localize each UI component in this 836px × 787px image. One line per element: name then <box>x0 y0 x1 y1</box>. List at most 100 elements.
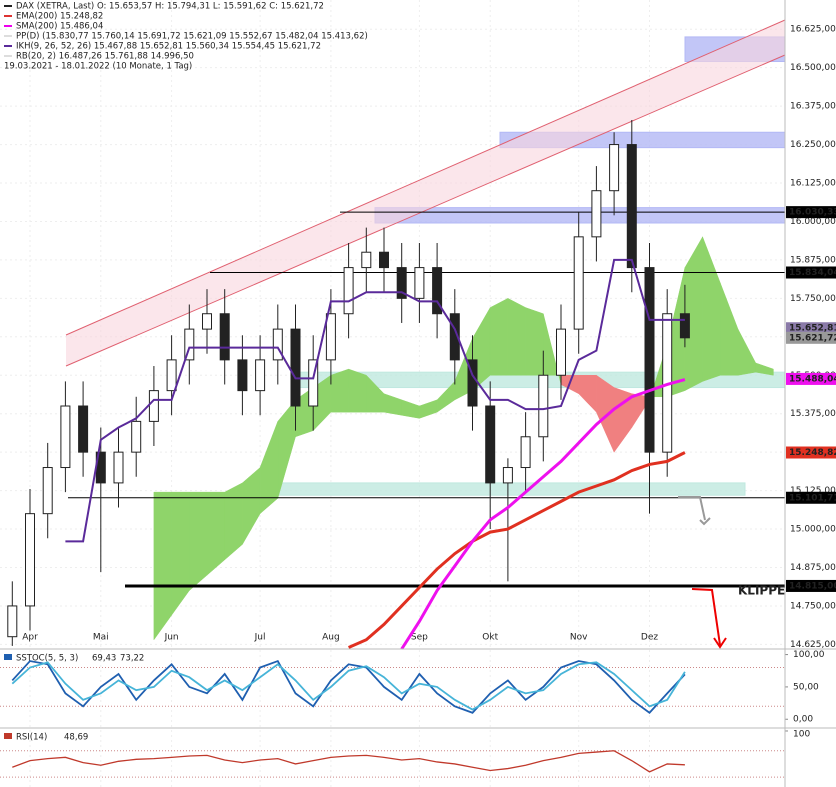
candle-body <box>7 605 18 638</box>
candle-body <box>148 390 159 422</box>
price-label-box <box>786 579 836 592</box>
candle-body <box>237 359 248 392</box>
candle-body <box>361 251 372 269</box>
candle-body <box>166 359 177 392</box>
candle-body <box>485 405 496 484</box>
x-tick-label: Jun <box>164 633 179 643</box>
y-tick-label: 14.625,00 <box>790 640 836 650</box>
ichimoku-cloud <box>507 297 526 376</box>
channel-upper <box>65 19 786 336</box>
trend-channel <box>66 20 785 366</box>
price-label: 15.652,81 <box>789 324 836 334</box>
y-tick-label: 15.125,00 <box>790 486 836 496</box>
legend-text: DAX (XETRA, Last) O: 15.653,57 H: 15.794… <box>16 2 324 12</box>
candle-body <box>343 267 354 315</box>
indicator-line <box>348 451 686 649</box>
candle-body <box>449 313 460 361</box>
ichimoku-cloud <box>153 491 172 641</box>
candle-body <box>573 236 584 330</box>
price-zone <box>264 482 746 496</box>
candle-body <box>414 267 425 299</box>
candle-body <box>644 267 655 453</box>
indicator-line <box>65 258 685 543</box>
price-label: 15.101,71 <box>789 493 836 503</box>
candle-body <box>78 405 89 453</box>
candle-body <box>202 313 212 330</box>
y-tick-label: 0,00 <box>793 715 813 725</box>
x-tick-label: Aug <box>322 633 340 643</box>
ichimoku-cloud <box>489 297 509 376</box>
price-zone <box>374 207 786 224</box>
candle-body <box>379 251 389 269</box>
candle-body <box>255 359 266 392</box>
price-label-box <box>786 372 836 385</box>
candle-body <box>113 451 124 484</box>
arrow-red <box>691 588 721 646</box>
price-label: 16.030,33 <box>789 208 836 218</box>
arrow-red-head <box>713 637 727 649</box>
candle-body <box>325 313 336 361</box>
panel-title: RSI(14) <box>16 733 47 743</box>
candle-body <box>591 190 602 238</box>
stochastic-line <box>11 661 686 711</box>
candle-body <box>131 420 142 453</box>
x-tick-label: Dez <box>641 633 658 643</box>
x-tick-label: Apr <box>22 633 38 643</box>
panel-readout: 73,22 <box>120 654 144 664</box>
y-tick-label: 50,00 <box>793 682 819 692</box>
legend-text: SMA(200) 15.486,04 <box>16 22 103 32</box>
y-tick-label: 16.375,00 <box>790 102 836 112</box>
candle-body <box>432 267 443 315</box>
candle-body <box>538 374 549 438</box>
price-label: 15.488,04 <box>789 374 836 384</box>
candle-body <box>556 328 566 376</box>
price-label: 14.815,00 <box>789 581 836 591</box>
y-tick-label: 14.875,00 <box>790 563 836 573</box>
y-tick-label: 15.375,00 <box>790 409 836 419</box>
arrow-grey-head <box>699 517 711 526</box>
candle-body <box>184 328 195 361</box>
y-tick-label: 16.000,00 <box>790 217 836 227</box>
y-tick-label: 100,00 <box>793 650 825 660</box>
panel-title: SSTOC(5, 5, 3) <box>16 654 78 664</box>
candle-body <box>308 359 319 407</box>
candle-body <box>679 313 690 339</box>
arrow-grey <box>678 496 706 521</box>
x-tick-label: Jul <box>254 633 266 643</box>
ichimoku-cloud <box>189 491 208 592</box>
legend-marker <box>4 654 12 660</box>
legend-text: RB(20, 2) 16.487,26 15.761,88 14.996,50 <box>16 52 194 62</box>
x-tick-label: Sep <box>411 633 428 643</box>
price-label: 15.834,04 <box>789 268 836 278</box>
y-tick-label: 100 <box>793 729 810 739</box>
legend-text: EMA(200) 15.248,82 <box>16 12 103 22</box>
candle-body <box>626 144 637 269</box>
price-label-box <box>786 266 836 279</box>
candle-body <box>396 267 407 299</box>
candle-body <box>60 405 71 469</box>
price-label-box <box>786 491 836 504</box>
x-tick-label: Nov <box>570 633 588 643</box>
price-label: 15.621,72 <box>789 333 836 343</box>
candle-body <box>502 467 513 484</box>
y-tick-label: 15.875,00 <box>790 255 836 265</box>
y-tick-label: 16.250,00 <box>790 140 836 150</box>
y-tick-label: 15.750,00 <box>790 294 836 304</box>
y-tick-label: 16.625,00 <box>790 25 836 35</box>
candle-body <box>219 313 230 361</box>
x-tick-label: Mai <box>93 633 109 643</box>
price-label-box <box>786 446 836 459</box>
y-tick-label: 15.000,00 <box>790 525 836 535</box>
x-tick-label: Okt <box>482 633 498 643</box>
price-label: 15.248,82 <box>789 448 836 458</box>
y-tick-label: 16.500,00 <box>790 63 836 73</box>
legend-text: 19.03.2021 - 18.01.2022 (10 Monate, 1 Ta… <box>4 62 192 72</box>
legend-text: PP(D) (15.830,77 15.760,14 15.691,72 15.… <box>16 32 368 42</box>
ichimoku-cloud <box>348 368 367 413</box>
annotation: KLIPPE <box>738 584 785 598</box>
panel-readout: 69,43 <box>92 654 116 664</box>
